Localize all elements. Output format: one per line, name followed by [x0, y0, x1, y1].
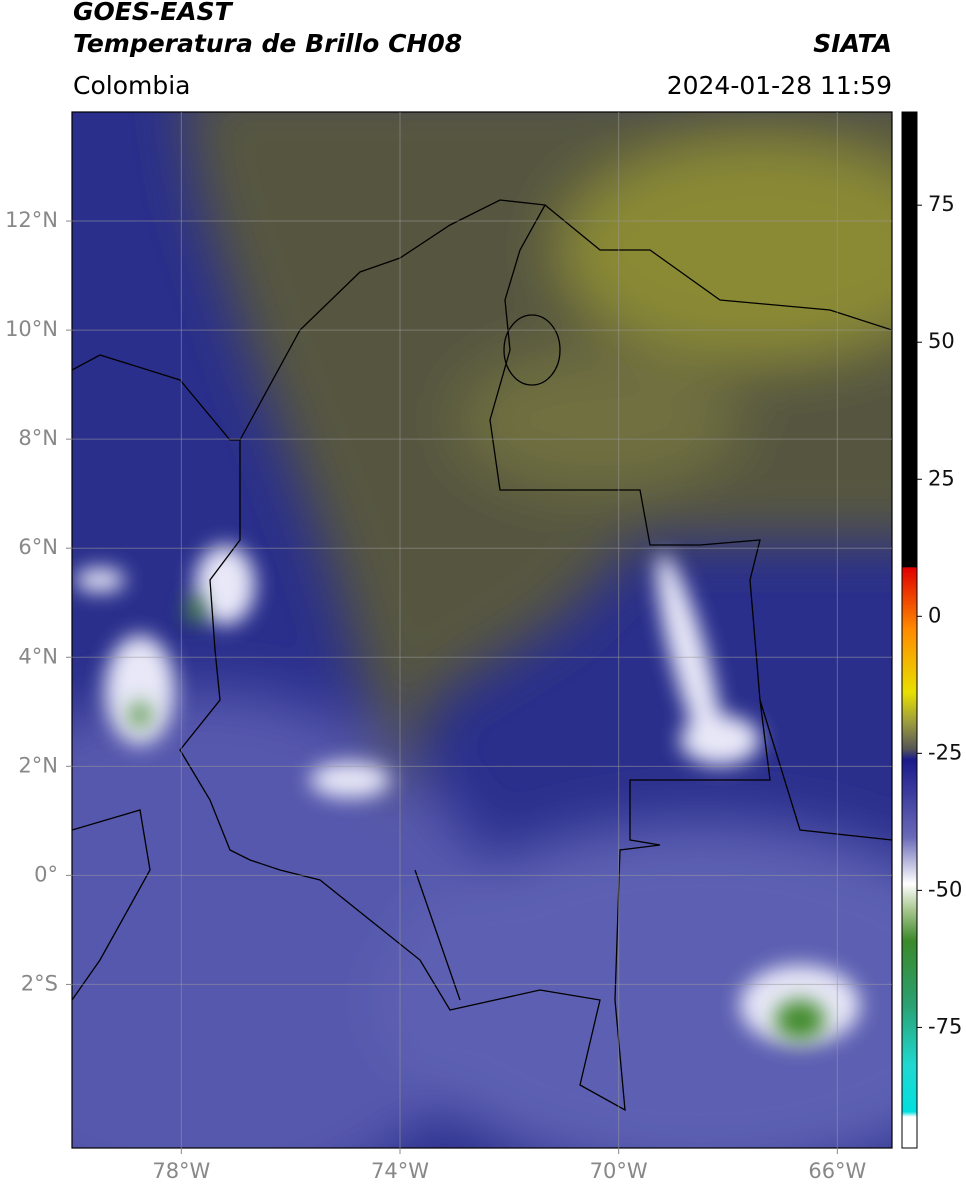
satellite-image [72, 112, 892, 1148]
colorbar-tick-label: -50 [928, 877, 962, 901]
y-tick-label: 12°N [5, 208, 58, 232]
colorbar-tick-label: 25 [928, 466, 955, 490]
colorbar-tick-label: 50 [928, 329, 955, 353]
y-tick-label: 10°N [5, 317, 58, 341]
region: Colombia [73, 71, 190, 100]
datetime: 2024-01-28 11:59 [667, 71, 892, 100]
y-tick-label: 4°N [18, 644, 58, 668]
y-tick-label: 6°N [18, 535, 58, 559]
x-tick-label: 78°W [152, 1159, 210, 1183]
colorbar-tick-label: -75 [928, 1014, 962, 1038]
colorbar-tick-label: 75 [928, 192, 955, 216]
colorbar-tick-label: 0 [928, 603, 941, 627]
map-frame [71, 111, 893, 1149]
source: SIATA [813, 29, 892, 58]
subtitle: Temperatura de Brillo CH08 [73, 29, 462, 58]
x-tick-label: 66°W [808, 1159, 866, 1183]
y-tick-label: 2°S [21, 971, 58, 995]
y-tick-label: 2°N [18, 753, 58, 777]
colorbar-tick-label: -25 [928, 740, 962, 764]
x-tick-label: 70°W [590, 1159, 648, 1183]
title: GOES-EAST [73, 0, 234, 26]
colorbar [901, 111, 918, 1149]
y-tick-label: 8°N [18, 426, 58, 450]
y-tick-label: 0° [34, 862, 58, 886]
x-tick-label: 74°W [371, 1159, 429, 1183]
